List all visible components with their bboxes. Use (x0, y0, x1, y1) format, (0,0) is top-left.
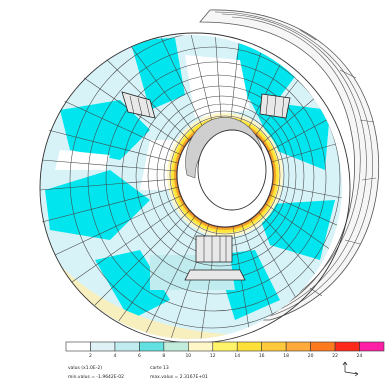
legend-tick-label: 16 (259, 353, 265, 359)
legend-band (139, 341, 165, 352)
legend-band (359, 341, 385, 352)
legend-band (188, 341, 214, 352)
legend-tick-label: 20 (308, 353, 314, 359)
legend-tick-label: 10 (185, 353, 191, 359)
legend-band (114, 341, 140, 352)
legend-tick-label: 24 (357, 353, 363, 359)
legend-tick-label: 12 (210, 353, 216, 359)
legend-tick-label: 4 (113, 353, 116, 359)
color-legend: 2 4 6 8 10 12 14 16 18 20 22 24 (65, 341, 385, 359)
legend-band (236, 341, 262, 352)
legend-band (285, 341, 311, 352)
legend-tick-label: 6 (138, 353, 141, 359)
info-panel: valus (x1.0E-2) carte 13 min.valus = -1.… (68, 365, 208, 380)
legend-tick-label: 2 (89, 353, 92, 359)
legend-tick-label: 22 (332, 353, 338, 359)
legend-tick-label: 18 (283, 353, 289, 359)
info-card-label: carte 13 (150, 365, 169, 371)
info-min-value: min.valus = -1.9642E-02 (68, 374, 124, 380)
legend-tick-label: 14 (234, 353, 240, 359)
info-max-value: max.valus = 2.3167E+01 (150, 374, 208, 380)
legend-band (261, 341, 287, 352)
legend-band (163, 341, 189, 352)
legend-band (90, 341, 116, 352)
legend-band (310, 341, 336, 352)
legend-band (65, 341, 91, 352)
legend-tick-label: 8 (162, 353, 165, 359)
legend-band (334, 341, 360, 352)
info-value-label: valus (x1.0E-2) (68, 365, 102, 371)
axis-triad-icon (342, 361, 359, 377)
legend-band (212, 341, 238, 352)
center-bore (176, 117, 274, 228)
